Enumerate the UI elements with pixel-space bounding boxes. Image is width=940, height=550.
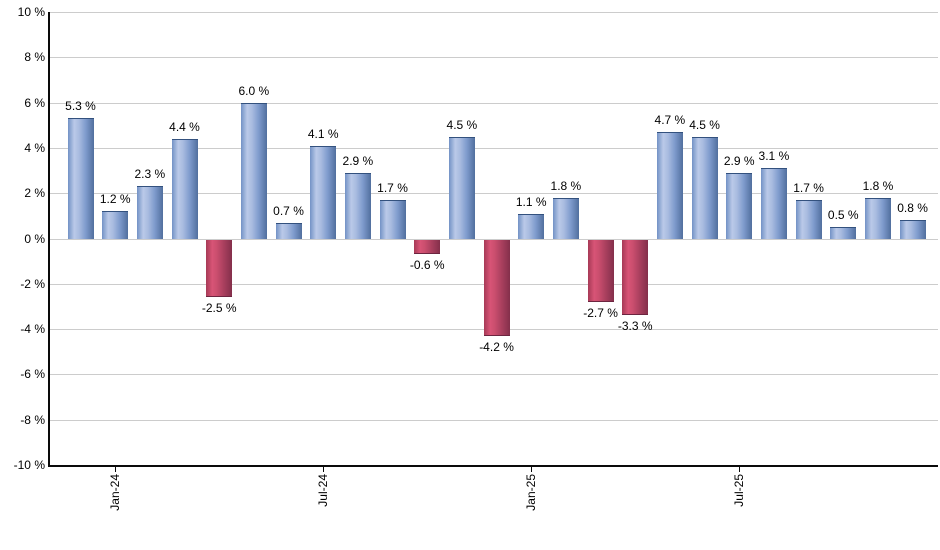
bar	[414, 239, 441, 255]
bar	[102, 211, 129, 240]
bar-value-label: 1.8 %	[862, 178, 894, 193]
gridline	[50, 12, 938, 13]
x-axis-tick-mark	[115, 465, 117, 472]
y-axis-line	[48, 12, 50, 467]
y-axis-tick-label: -2 %	[20, 276, 45, 291]
gridline	[50, 193, 938, 195]
bar	[760, 168, 787, 240]
bar	[448, 136, 475, 240]
y-axis-tick-label: 0 %	[24, 231, 45, 246]
bar-value-label: -2.7 %	[583, 305, 618, 320]
bar-value-label: 0.7 %	[273, 203, 304, 218]
bar	[344, 172, 371, 240]
bar	[240, 102, 267, 240]
bar	[622, 239, 649, 316]
y-axis-tick-label: -10 %	[13, 458, 45, 472]
bar-value-label: 4.4 %	[169, 119, 200, 134]
bar-value-label: -3.3 %	[617, 319, 653, 334]
x-axis-tick-label: Jan-25	[524, 474, 539, 511]
bar	[864, 197, 891, 240]
bar	[483, 239, 510, 336]
gridline	[50, 147, 938, 149]
bar-value-label: 5.3 %	[65, 99, 96, 114]
x-axis-line	[48, 465, 938, 467]
y-axis-tick-label: 10 %	[17, 5, 45, 19]
bar	[136, 186, 163, 240]
gridline	[50, 419, 938, 421]
bar-value-label: 6.0 %	[238, 83, 270, 98]
bar-value-label: 1.8 %	[550, 178, 582, 193]
bar	[552, 197, 579, 240]
bar	[518, 213, 545, 240]
x-axis-tick-mark	[531, 465, 533, 472]
bar	[795, 199, 822, 240]
bar-value-label: 1.1 %	[515, 194, 547, 209]
bar-value-label: 0.8 %	[897, 201, 928, 216]
bar	[899, 220, 926, 240]
x-axis-tick-mark	[323, 465, 325, 472]
gridline	[50, 57, 938, 59]
y-axis-tick-label: 8 %	[24, 50, 45, 65]
bar	[275, 222, 302, 240]
bar	[587, 239, 614, 302]
bar	[726, 172, 753, 240]
bar	[656, 132, 683, 240]
bar-value-label: -4.2 %	[479, 339, 514, 354]
bar	[206, 239, 233, 298]
bar-value-label: -2.5 %	[201, 301, 237, 316]
x-axis-tick-mark	[739, 465, 741, 472]
y-axis-tick-label: 4 %	[24, 140, 45, 155]
y-axis-tick-label: 6 %	[24, 95, 45, 110]
bar-value-label: -0.6 %	[409, 258, 445, 273]
bar-value-label: 1.2 %	[99, 192, 131, 207]
bar	[691, 136, 718, 240]
bar-value-label: 4.1 %	[307, 126, 339, 141]
x-axis-tick-label: Jan-24	[108, 474, 123, 511]
y-axis-tick-label: 2 %	[24, 186, 45, 201]
gridline	[50, 238, 938, 240]
y-axis-tick-label: -4 %	[20, 322, 45, 337]
bar-value-label: 0.5 %	[827, 208, 859, 223]
gridline	[50, 374, 938, 376]
bar	[379, 199, 406, 240]
bar-value-label: 2.3 %	[134, 167, 166, 182]
bar	[310, 145, 337, 240]
bar-value-label: 1.7 %	[377, 180, 408, 195]
bar-value-label: 4.5 %	[689, 117, 720, 132]
bar	[171, 138, 198, 240]
bar-value-label: 1.7 %	[793, 180, 824, 195]
gridline	[50, 102, 938, 104]
bar-value-label: 4.5 %	[446, 117, 478, 132]
bar-value-label: 2.9 %	[723, 153, 755, 168]
y-axis-tick-label: -8 %	[20, 412, 45, 427]
bar	[67, 118, 94, 240]
bar-value-label: 3.1 %	[758, 149, 790, 164]
x-axis-tick-label: Jul-25	[732, 474, 747, 507]
y-axis-tick-label: -6 %	[20, 367, 45, 382]
bar-value-label: 4.7 %	[654, 113, 686, 128]
bar	[830, 227, 857, 240]
bar-value-label: 2.9 %	[342, 153, 374, 168]
x-axis-tick-label: Jul-24	[316, 474, 331, 507]
